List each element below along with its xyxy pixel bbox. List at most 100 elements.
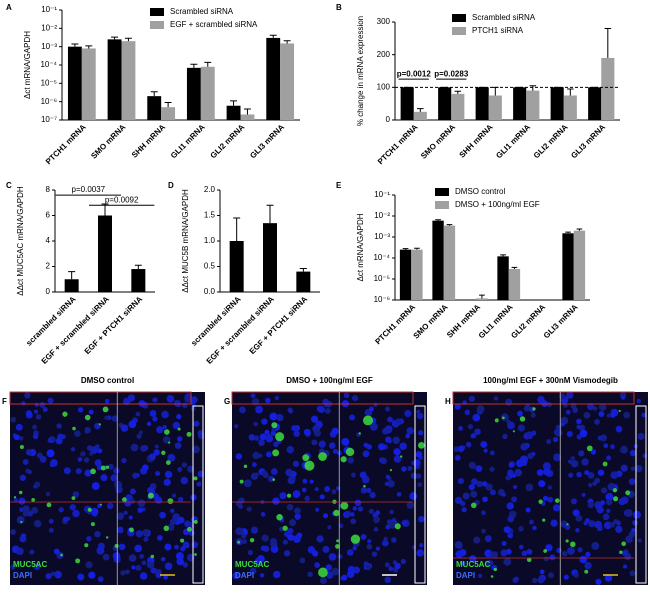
muc5ac-signal [363,484,366,488]
nucleus [532,525,537,531]
nucleus [88,571,96,579]
muc5ac-signal [84,543,89,548]
muc5ac-signal [177,427,181,431]
nucleus [47,437,54,444]
nucleus [186,553,195,562]
nucleus [618,498,626,506]
nucleus [142,464,149,471]
nucleus [350,512,355,517]
muc5ac-signal [31,498,35,502]
nucleus [279,492,287,500]
nucleus [25,449,33,456]
nucleus [181,462,188,468]
muc5ac-signal [570,541,576,548]
nucleus [576,434,583,440]
nucleus [235,453,243,460]
muc5ac-signal [519,416,526,422]
nucleus [80,451,86,457]
nucleus [94,530,101,538]
nucleus [629,449,637,457]
y-tick-label: 1.0 [204,236,216,245]
nucleus [455,550,464,559]
muc5ac-signal [105,536,109,539]
nucleus [26,410,32,416]
nucleus [601,487,608,494]
muc5ac-signal [186,526,192,532]
nucleus [610,413,616,418]
nucleus [585,551,591,558]
nucleus [482,496,488,503]
nucleus [285,468,293,477]
nucleus [384,576,391,584]
nucleus [384,425,393,434]
nucleus [636,398,642,404]
nucleus [367,539,372,544]
nucleus [313,429,321,437]
nucleus [613,519,619,524]
nucleus [33,409,39,414]
nucleus [188,521,193,527]
error-bar [414,247,420,250]
nucleus [77,457,83,462]
nucleus [606,508,611,514]
nucleus [172,493,177,498]
nucleus [416,409,421,414]
nucleus [246,506,252,512]
y-tick-label: 10⁻⁵ [374,274,390,283]
nucleus [505,398,513,406]
nucleus [527,452,534,460]
nucleus [75,468,82,475]
x-tick-label: PTCH1 mRNA [44,122,88,166]
panel-title: 100ng/ml EGF + 300nM Vismodegib [483,376,618,385]
nucleus [143,536,149,542]
muc5ac-signal [502,416,505,420]
bar [280,43,295,121]
x-tick-label: SMO mRNA [412,302,450,340]
x-tick-label: SMO mRNA [89,122,127,160]
nucleus [493,396,499,401]
error-bar [299,268,307,272]
nucleus [315,507,320,512]
nucleus [139,572,148,580]
nucleus [134,544,142,553]
nucleus [15,423,23,431]
nucleus [373,527,379,532]
nucleus [383,536,388,541]
nucleus [116,526,124,534]
nucleus [384,481,390,487]
nucleus [53,548,60,555]
nucleus [20,533,27,539]
nucleus [588,483,593,488]
nucleus [288,409,293,414]
error-bar [150,91,158,97]
nucleus [19,474,27,481]
nucleus [578,450,585,457]
muc5ac-signal [493,567,497,572]
nucleus [570,456,575,461]
muc5ac-signal [13,496,17,499]
nucleus [592,481,597,486]
nucleus [328,442,336,449]
nucleus [302,478,308,484]
nucleus [547,402,553,408]
muc5ac-signal [168,441,171,444]
nucleus [299,557,306,564]
nucleus [110,474,119,482]
nucleus [39,455,47,463]
nucleus [292,460,300,467]
muc5ac-signal [340,501,349,510]
nucleus [633,510,641,519]
bar [563,95,577,120]
x-tick-label: EGF + scrambled siRNA [205,294,276,365]
nucleus [128,420,137,429]
x-tick-label: PTCH1 mRNA [376,122,420,166]
muc5ac-signal [161,450,166,455]
nucleus [532,577,538,584]
nucleus [287,476,296,485]
nucleus [16,515,25,524]
muc5ac-signal [613,496,619,502]
nucleus [346,570,355,578]
nucleus [457,445,465,453]
nucleus [468,483,475,491]
nucleus [474,428,481,436]
